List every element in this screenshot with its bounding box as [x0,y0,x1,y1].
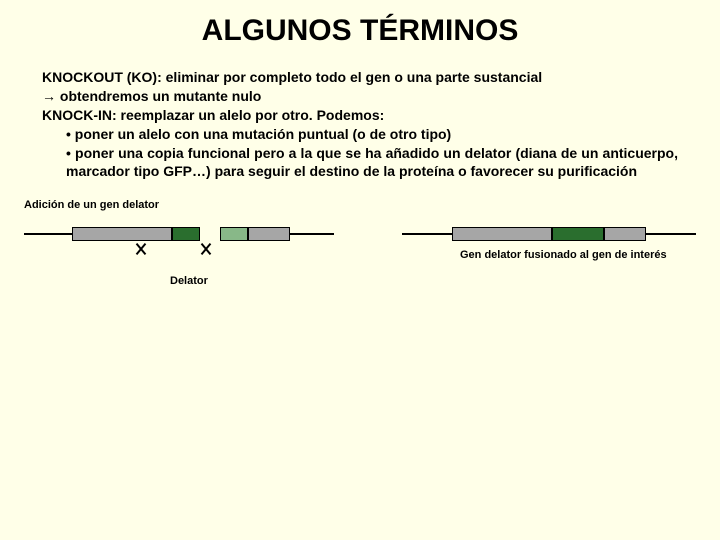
ki-bullet-1: • poner un alelo con una mutación puntua… [42,125,678,144]
left-exon-2 [248,227,290,241]
left-gap [200,227,220,241]
left-exon-1 [72,227,172,241]
ko-line-2: → obtendremos un mutante nulo [42,87,678,106]
right-gene-caption: Gen delator fusionado al gen de interés [460,249,667,261]
left-delator-half-1 [172,227,200,241]
recombination-cross-2 [200,243,212,255]
page-title: ALGUNOS TÉRMINOS [0,0,720,58]
ki-line: KNOCK-IN: reemplazar un alelo por otro. … [42,106,678,125]
ki-bullet-2: • poner una copia funcional pero a la qu… [42,144,678,182]
diagram-subtitle: Adición de un gen delator [0,181,720,217]
ko-line-1: KNOCKOUT (KO): eliminar por completo tod… [42,68,678,87]
gene-diagram: Gen delator fusionado al gen de interés … [0,217,720,317]
right-exon-1 [452,227,552,241]
left-delator-half-2 [220,227,248,241]
right-delator-fused [552,227,604,241]
right-exon-2 [604,227,646,241]
delator-label: Delator [170,275,208,287]
recombination-cross-1 [135,243,147,255]
definitions-block: KNOCKOUT (KO): eliminar por completo tod… [0,58,720,181]
